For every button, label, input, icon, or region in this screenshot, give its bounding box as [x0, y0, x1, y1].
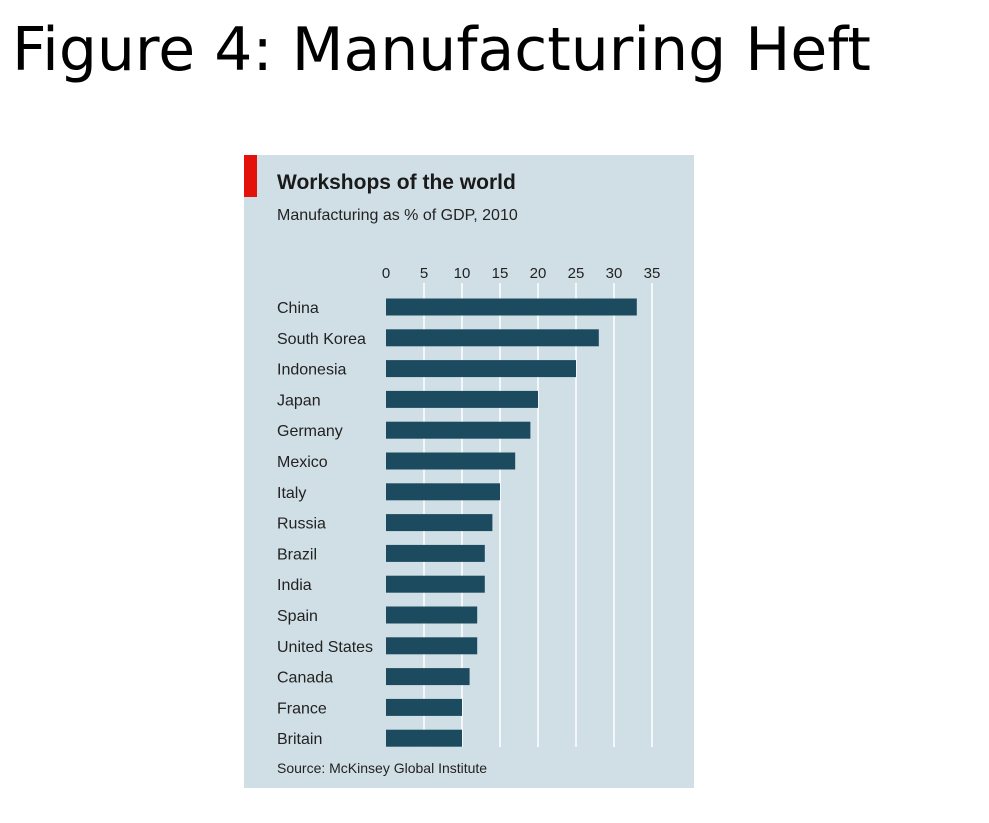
x-tick-label: 25 [568, 265, 585, 282]
chart-subtitle: Manufacturing as % of GDP, 2010 [277, 207, 518, 224]
x-tick-label: 5 [420, 265, 428, 282]
x-tick-label: 30 [606, 265, 623, 282]
bars [386, 298, 637, 747]
bar [386, 360, 576, 378]
bar [386, 329, 599, 347]
accent-bar [244, 155, 257, 197]
x-tick-label: 0 [382, 265, 390, 282]
bar [386, 390, 538, 408]
bar [386, 452, 516, 470]
chart-panel: Workshops of the world Manufacturing as … [244, 155, 694, 788]
x-tick-label: 20 [530, 265, 547, 282]
bar [386, 729, 462, 747]
bar [386, 698, 462, 716]
category-label: Mexico [277, 454, 328, 471]
bar [386, 421, 531, 439]
x-tick-label: 15 [492, 265, 509, 282]
category-label: United States [277, 639, 373, 656]
category-label: Italy [277, 485, 306, 502]
bar [386, 637, 478, 655]
bar [386, 575, 485, 593]
chart-source: Source: McKinsey Global Institute [277, 760, 488, 776]
category-label: Indonesia [277, 362, 346, 379]
chart-title: Workshops of the world [277, 171, 516, 194]
bar-chart: 0 5 10 15 20 25 30 35 China South Korea Indonesia… [277, 265, 661, 748]
category-label: Germany [277, 423, 343, 440]
category-labels: China South Korea Indonesia Japan Germany Mex… [277, 300, 373, 748]
bar [386, 514, 493, 532]
category-label: France [277, 700, 327, 717]
bar [386, 544, 485, 562]
category-label: South Korea [277, 331, 366, 348]
category-label: Britain [277, 731, 322, 748]
slide-title: Figure 4: Manufacturing Heft [12, 15, 871, 85]
category-label: Canada [277, 670, 333, 687]
category-label: Spain [277, 608, 318, 625]
category-label: Russia [277, 516, 326, 533]
category-label: China [277, 300, 319, 317]
x-tick-label: 35 [644, 265, 661, 282]
bar [386, 606, 478, 624]
x-tick-label: 10 [454, 265, 471, 282]
category-label: India [277, 577, 312, 594]
bar [386, 668, 470, 686]
bar [386, 298, 637, 316]
category-label: Brazil [277, 546, 317, 563]
x-axis-ticks: 0 5 10 15 20 25 30 35 [382, 265, 661, 282]
category-label: Japan [277, 392, 321, 409]
bar [386, 483, 500, 501]
